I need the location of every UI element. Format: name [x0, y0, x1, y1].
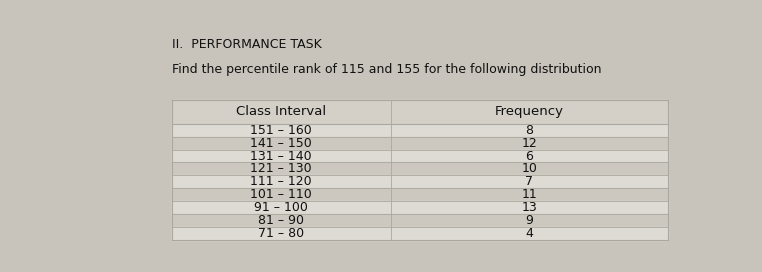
Text: 10: 10	[521, 162, 537, 175]
Bar	[172, 201, 668, 214]
Bar	[172, 124, 668, 137]
Text: 13: 13	[521, 201, 537, 214]
Text: 12: 12	[521, 137, 537, 150]
Text: 101 – 110: 101 – 110	[251, 188, 312, 201]
Text: 91 – 100: 91 – 100	[255, 201, 308, 214]
Bar	[172, 100, 668, 124]
Text: 11: 11	[521, 188, 537, 201]
Text: 6: 6	[525, 150, 533, 163]
Text: II.  PERFORMANCE TASK: II. PERFORMANCE TASK	[172, 38, 322, 51]
Text: 141 – 150: 141 – 150	[251, 137, 312, 150]
Text: 131 – 140: 131 – 140	[251, 150, 312, 163]
Text: 151 – 160: 151 – 160	[251, 124, 312, 137]
Bar	[172, 214, 668, 227]
Text: Frequency: Frequency	[495, 105, 564, 118]
Text: 81 – 90: 81 – 90	[258, 214, 304, 227]
Text: 111 – 120: 111 – 120	[251, 175, 312, 188]
Text: Find the percentile rank of 115 and 155 for the following distribution: Find the percentile rank of 115 and 155 …	[172, 63, 601, 76]
Text: 9: 9	[525, 214, 533, 227]
Bar	[172, 227, 668, 240]
Bar	[172, 162, 668, 175]
Bar	[172, 150, 668, 162]
Text: 4: 4	[525, 227, 533, 240]
Bar	[172, 175, 668, 188]
Text: 8: 8	[525, 124, 533, 137]
Bar	[172, 188, 668, 201]
Text: 121 – 130: 121 – 130	[251, 162, 312, 175]
Text: Class Interval: Class Interval	[236, 105, 326, 118]
Bar	[172, 100, 668, 240]
Text: 71 – 80: 71 – 80	[258, 227, 304, 240]
Text: 7: 7	[525, 175, 533, 188]
Bar	[172, 137, 668, 150]
